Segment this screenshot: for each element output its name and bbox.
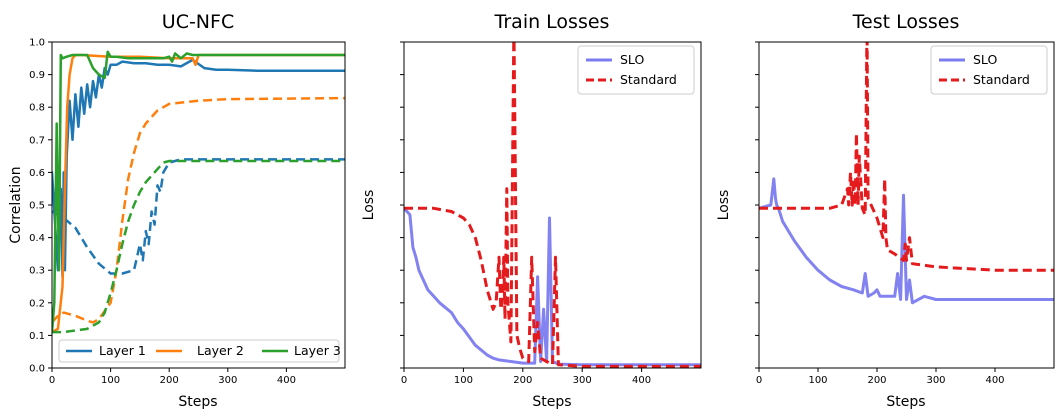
y-tick-label: 0.0	[29, 364, 45, 375]
plot-frame	[51, 41, 346, 369]
y-axis-label: Loss	[716, 190, 732, 221]
x-axis-label: Steps	[178, 394, 217, 410]
x-tick-label: 100	[454, 375, 473, 386]
x-tick-label: 0	[401, 375, 407, 386]
y-tick-label: 0.3	[29, 266, 45, 277]
series-line-layer-1-solid	[52, 58, 345, 278]
panel-uc-nfc: UC-NFC Correlation Steps 0 100 200 300 400 0.…	[8, 11, 346, 410]
axis-ticks: 0 100 200 300 400	[755, 41, 1005, 386]
chart-title: Train Losses	[494, 11, 610, 33]
legend-label-slo: SLO	[973, 52, 997, 67]
legend: SLO Standard	[930, 45, 1048, 95]
legend: SLO Standard	[577, 45, 695, 95]
x-tick-label: 300	[926, 375, 945, 386]
plot-frame	[403, 41, 702, 369]
x-tick-label: 300	[573, 375, 592, 386]
series-line-layer-2-dashed	[52, 96, 345, 324]
series-line-standard	[404, 42, 701, 368]
y-tick-label: 0.2	[29, 298, 45, 309]
x-tick-label: 200	[867, 375, 886, 386]
axis-ticks: 0 100 200 300 400 0.0 0.1 0.2 0.3 0.4 0.5 0.6 0.7 0.8…	[29, 38, 296, 387]
legend-label-layer-2: Layer 2	[197, 343, 244, 358]
series-lines	[52, 50, 345, 334]
chart-title: UC-NFC	[162, 11, 234, 33]
y-tick-label: 1.0	[29, 38, 45, 49]
x-tick-label: 200	[160, 375, 179, 386]
y-tick-label: 0.6	[29, 168, 45, 179]
series-line-standard	[759, 42, 1054, 272]
series-lines	[404, 42, 701, 368]
y-tick-label: 0.4	[29, 233, 45, 244]
series-lines	[759, 42, 1054, 305]
y-tick-label: 0.1	[29, 331, 45, 342]
plot-frame	[758, 41, 1055, 369]
y-tick-label: 0.5	[29, 201, 45, 212]
legend-label-standard: Standard	[620, 72, 677, 87]
y-tick-label: 0.7	[29, 135, 45, 146]
x-tick-label: 400	[632, 375, 651, 386]
legend-label-layer-3: Layer 3	[294, 343, 341, 358]
x-axis-label: Steps	[532, 394, 571, 410]
legend-label-standard: Standard	[973, 72, 1030, 87]
x-tick-label: 200	[513, 375, 532, 386]
chart-title: Test Losses	[852, 11, 960, 33]
series-line-layer-2-solid	[52, 53, 345, 334]
x-tick-label: 0	[756, 375, 762, 386]
x-tick-label: 0	[49, 375, 55, 386]
y-tick-label: 0.8	[29, 103, 45, 114]
y-tick-label: 0.9	[29, 70, 45, 81]
y-axis-label: Loss	[361, 190, 377, 221]
x-tick-label: 100	[101, 375, 120, 386]
legend-label-slo: SLO	[620, 52, 644, 67]
panel-test-losses: Test Losses Loss Steps 0 100 200 300 400 SLO…	[716, 11, 1055, 410]
y-axis-label: Correlation	[8, 166, 24, 243]
x-tick-label: 100	[808, 375, 827, 386]
x-axis-label: Steps	[886, 394, 925, 410]
x-tick-label: 400	[985, 375, 1004, 386]
series-line-slo	[759, 177, 1054, 305]
panel-train-losses: Train Losses Loss Steps 0 100 200 300 400 SL…	[361, 11, 702, 410]
series-line-layer-3-dashed	[52, 159, 345, 334]
axis-ticks: 0 100 200 300 400	[400, 41, 651, 386]
series-line-layer-3-solid	[52, 50, 345, 334]
x-tick-label: 400	[277, 375, 296, 386]
legend: Layer 1 Layer 2 Layer 3	[58, 339, 341, 363]
series-line-slo	[404, 206, 701, 367]
legend-label-layer-1: Layer 1	[99, 343, 146, 358]
series-line-layer-1-dashed	[52, 158, 345, 275]
x-tick-label: 300	[218, 375, 237, 386]
